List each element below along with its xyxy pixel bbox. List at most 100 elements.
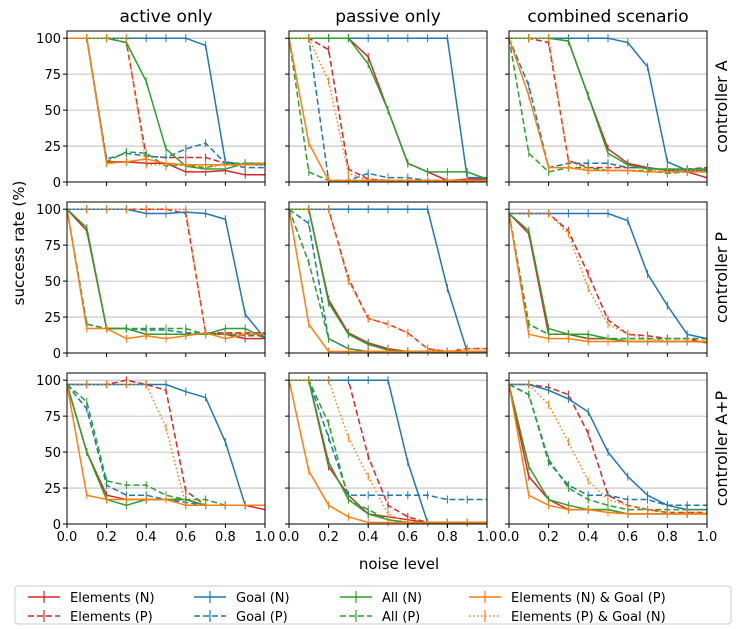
series-line: [289, 37, 487, 182]
series-line: [66, 209, 265, 336]
legend-box: [14, 585, 732, 625]
x-tick-label: 0.6: [175, 530, 196, 545]
row-title: controller A: [712, 60, 731, 152]
legend-item: All (P): [340, 610, 420, 625]
legend-item: All (N): [340, 591, 422, 606]
x-tick-label: 0.2: [318, 530, 339, 545]
x-tick-label: 0.0: [57, 530, 78, 545]
series-line: [288, 380, 487, 524]
y-tick-label: 0: [53, 176, 61, 191]
legend-label: All (N): [382, 591, 422, 606]
y-axis-label: success rate (%): [10, 181, 28, 306]
subplot: 0 25 50 75 100: [36, 30, 266, 191]
column-title: combined scenario: [527, 7, 688, 27]
series-line: [66, 384, 266, 511]
legend-item: Goal (P): [194, 610, 288, 625]
axes-frame: [66, 201, 266, 354]
series-line: [66, 208, 266, 340]
axes-frame: [288, 30, 488, 183]
legend: Elements (N) Elements (P) Goal (N) Goal (P)…: [14, 585, 732, 625]
legend-label: All (P): [382, 610, 420, 625]
y-tick-label: 75: [44, 410, 61, 425]
series-line: [67, 383, 265, 507]
legend-label: Elements (P): [70, 610, 153, 625]
legend-item: Elements (P) & Goal (N): [469, 610, 666, 625]
series-line: [67, 208, 266, 340]
x-tick-label: 0.0: [499, 530, 520, 545]
y-tick-label: 50: [44, 446, 61, 461]
series-line: [66, 208, 265, 340]
legend-label: Elements (P) & Goal (N): [511, 610, 666, 625]
axes-frame: [508, 201, 708, 354]
series-line: [67, 208, 265, 334]
subplot: [505, 201, 708, 357]
series-line: [289, 379, 487, 524]
legend-label: Goal (N): [236, 591, 290, 606]
y-tick-label: 100: [36, 203, 61, 218]
subplot: [505, 30, 708, 186]
x-tick-label: 0.4: [358, 530, 379, 545]
series-line: [509, 383, 707, 511]
legend-item: Elements (P): [28, 610, 153, 625]
legend-item: Elements (N) & Goal (P): [469, 591, 666, 606]
series-line: [508, 37, 707, 172]
subplot: 0.0 0.2 0.4 0.6 0.8 1.0: [279, 372, 497, 545]
y-tick-label: 100: [36, 374, 61, 389]
y-tick-label: 25: [44, 482, 61, 497]
subplot: 0.0 0.2 0.4 0.6 0.8 1.0 0 25 50 75 100: [36, 372, 276, 545]
row-title: controller P: [712, 232, 731, 323]
y-tick-label: 50: [44, 104, 61, 119]
subplot: 0.0 0.2 0.4 0.6 0.8 1.0: [499, 372, 718, 545]
x-tick-label: 0.8: [215, 530, 236, 545]
series-line: [289, 379, 487, 524]
series-line: [66, 384, 265, 507]
subplot: [285, 201, 488, 357]
axes-frame: [66, 372, 266, 525]
series-line: [66, 209, 265, 340]
series-line: [289, 379, 487, 524]
axes-frame: [508, 30, 708, 183]
axes-frame: [288, 201, 488, 354]
y-tick-label: 0: [53, 518, 61, 533]
x-axis-label: noise level: [359, 555, 439, 573]
series-line: [289, 379, 487, 524]
x-tick-label: 1.0: [255, 530, 276, 545]
y-tick-label: 0: [53, 347, 61, 362]
x-tick-label: 1.0: [697, 530, 718, 545]
y-tick-label: 75: [44, 239, 61, 254]
y-tick-label: 75: [44, 68, 61, 83]
x-tick-label: 0.6: [397, 530, 418, 545]
series-line: [289, 379, 487, 524]
y-tick-label: 100: [36, 32, 61, 47]
column-title: active only: [119, 7, 212, 27]
axes-frame: [288, 372, 488, 525]
y-tick-label: 25: [44, 311, 61, 326]
series-line: [289, 379, 487, 501]
x-tick-label: 0.2: [96, 530, 117, 545]
y-tick-label: 50: [44, 275, 61, 290]
x-tick-label: 0.8: [657, 530, 678, 545]
x-tick-label: 0.4: [136, 530, 157, 545]
series-line: [508, 38, 707, 175]
subplot: [285, 30, 488, 186]
subplot: 0 25 50 75 100: [36, 201, 266, 362]
x-tick-label: 0.0: [279, 530, 300, 545]
column-title: passive only: [335, 7, 441, 27]
x-tick-label: 0.2: [538, 530, 559, 545]
x-tick-label: 0.4: [578, 530, 599, 545]
legend-label: Elements (N): [70, 591, 155, 606]
x-tick-label: 0.8: [437, 530, 458, 545]
legend-label: Elements (N) & Goal (P): [511, 591, 666, 606]
legend-item: Goal (N): [194, 591, 290, 606]
series-line: [509, 212, 708, 344]
x-tick-label: 0.6: [617, 530, 638, 545]
series-line: [67, 208, 265, 336]
y-tick-label: 25: [44, 140, 61, 155]
series-line: [288, 208, 487, 353]
series-line: [508, 383, 707, 511]
legend-label: Goal (P): [236, 610, 288, 625]
series-line: [67, 37, 265, 169]
series-line: [289, 379, 487, 524]
axes-frame: [66, 30, 266, 183]
